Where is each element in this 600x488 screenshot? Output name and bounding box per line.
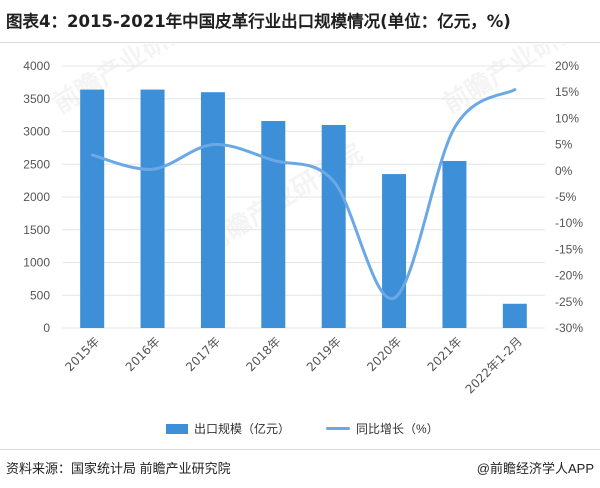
left-tick-label: 4000: [23, 59, 50, 73]
right-tick-label: -5%: [555, 190, 577, 204]
right-tick-label: -15%: [555, 242, 583, 256]
left-tick-label: 1000: [23, 256, 50, 270]
x-tick-label: 2021年: [425, 334, 465, 374]
x-tick-label: 2017年: [183, 334, 223, 374]
right-tick-label: -20%: [555, 269, 583, 283]
left-tick-label: 500: [30, 288, 50, 302]
left-tick-label: 2000: [23, 190, 50, 204]
x-tick-label: 2020年: [364, 334, 404, 374]
right-tick-label: 20%: [555, 59, 579, 73]
growth-line-series: [90, 88, 517, 300]
bar-series: [80, 89, 527, 329]
bar-2021年: [442, 160, 467, 328]
growth-line: [90, 88, 517, 300]
bar-2015年: [80, 89, 105, 328]
legend-bar-swatch: [166, 423, 188, 434]
chart-canvas: 前瞻产业研究院前瞻产业研究院前瞻产业研究院 050010001500200025…: [23, 44, 600, 397]
source-note: 资料来源：国家统计局 前瞻产业研究院: [6, 461, 231, 476]
footer-divider: [0, 449, 600, 450]
left-axis-ticks: 0 500 1000 1500 2000 2500 3000 3500 4000: [23, 59, 50, 335]
x-tick-label: 2019年: [304, 334, 344, 374]
bar-2016年: [140, 89, 165, 328]
x-tick-label: 2018年: [243, 334, 283, 374]
x-tick-label: 2022年1-2月: [463, 334, 525, 396]
legend: 出口规模（亿元） 同比增长（%）: [0, 420, 600, 438]
x-tick-label: 2016年: [123, 334, 163, 374]
watermark-text: 前瞻产业研究院: [437, 44, 600, 120]
right-tick-label: -25%: [555, 295, 583, 309]
credit-note: @前瞻经济学人APP: [476, 461, 594, 476]
left-tick-label: 1500: [23, 223, 50, 237]
bar-2019年: [321, 124, 346, 328]
title-divider: [0, 42, 600, 43]
bar-2020年: [382, 174, 407, 328]
right-tick-label: 15%: [555, 85, 579, 99]
chart-title: 图表4：2015-2021年中国皮革行业出口规模情况(单位：亿元，%): [6, 12, 511, 31]
right-tick-label: 5%: [555, 138, 573, 152]
right-tick-label: 0%: [555, 164, 573, 178]
watermark-text: 前瞻产业研究院: [47, 44, 218, 120]
left-tick-label: 3000: [23, 125, 50, 139]
left-tick-label: 2500: [23, 157, 50, 171]
legend-line-swatch: [326, 427, 350, 430]
bar-2018年: [261, 121, 286, 329]
legend-item-line: 同比增长（%）: [326, 420, 439, 437]
left-tick-label: 3500: [23, 92, 50, 106]
x-axis-ticks: 2015年 2016年 2017年 2018年 2019年 2020年 2021年2022年…: [62, 334, 525, 396]
bar-2022年1-2月: [502, 303, 527, 328]
legend-line-label: 同比增长（%）: [356, 422, 439, 436]
legend-item-bar: 出口规模（亿元）: [166, 420, 290, 437]
right-tick-label: -30%: [555, 321, 583, 335]
right-axis-ticks: -30% -25% -20% -15% -10% -5% 0% 5% 10% 15% 20%: [555, 59, 583, 335]
bar-2017年: [200, 92, 225, 328]
left-tick-label: 0: [43, 321, 50, 335]
legend-bar-label: 出口规模（亿元）: [194, 422, 291, 436]
right-tick-label: -10%: [555, 216, 583, 230]
x-tick-label: 2015年: [62, 334, 102, 374]
right-tick-label: 10%: [555, 111, 579, 125]
